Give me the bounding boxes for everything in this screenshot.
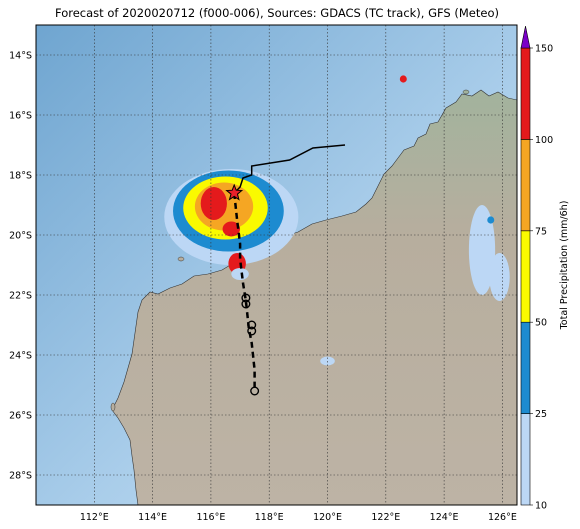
latitude-tick-label: 26°S bbox=[9, 411, 32, 422]
colorbar-tick-label: 75 bbox=[535, 226, 547, 237]
current-position-star-icon bbox=[225, 183, 244, 201]
latitude-tick-label: 16°S bbox=[9, 111, 32, 122]
longitude-tick-label: 120°E bbox=[313, 512, 342, 523]
latitude-tick-label: 22°S bbox=[9, 291, 32, 302]
latitude-tick-labels: 14°S 16°S 18°S 20°S 22°S 24°S 26°S 28°S bbox=[9, 51, 32, 482]
forecast-track-line bbox=[232, 192, 256, 391]
graticule bbox=[36, 25, 517, 505]
longitude-tick-label: 112°E bbox=[80, 512, 109, 523]
longitude-tick-label: 124°E bbox=[430, 512, 459, 523]
longitude-tick-label: 118°E bbox=[255, 512, 284, 523]
colorbar-segment bbox=[520, 321, 531, 414]
observed-track-line bbox=[233, 144, 346, 194]
latitude-tick-label: 28°S bbox=[9, 471, 32, 482]
precipitation-cell bbox=[222, 221, 241, 237]
longitude-tick-label: 122°E bbox=[371, 512, 400, 523]
colorbar-extend-triangle bbox=[520, 25, 531, 49]
precipitation-cell bbox=[231, 268, 249, 280]
forecast-point bbox=[241, 299, 251, 309]
longitude-tick-label: 114°E bbox=[138, 512, 167, 523]
forecast-track-points bbox=[241, 293, 260, 396]
colorbar-tick-label: 150 bbox=[535, 44, 553, 55]
colorbar-segment bbox=[520, 230, 531, 323]
colorbar-tick-labels: 10 25 50 75 100 150 bbox=[530, 44, 553, 512]
forecast-point bbox=[241, 293, 251, 303]
island bbox=[177, 256, 185, 262]
colorbar-segment bbox=[520, 413, 531, 506]
latitude-tick-label: 18°S bbox=[9, 171, 32, 182]
colorbar-tick-label: 10 bbox=[535, 501, 547, 512]
latitude-tick-label: 14°S bbox=[9, 51, 32, 62]
precipitation-cell bbox=[399, 75, 407, 83]
colorbar-segments bbox=[520, 47, 531, 506]
colorbar-tick-label: 100 bbox=[535, 135, 553, 146]
precipitation-cell bbox=[487, 216, 495, 224]
map-frame bbox=[35, 24, 518, 506]
longitude-tick-label: 116°E bbox=[196, 512, 225, 523]
precipitation-cell bbox=[489, 253, 510, 301]
colorbar-tick-label: 50 bbox=[535, 318, 547, 329]
colorbar: 10 25 50 75 100 150 Total Precipitation (mm/6… bbox=[520, 25, 570, 512]
island bbox=[110, 402, 116, 412]
colorbar-tick-label: 25 bbox=[535, 409, 547, 420]
forecast-point bbox=[250, 386, 260, 396]
colorbar-segment bbox=[520, 47, 531, 140]
longitude-tick-labels: 112°E 114°E 116°E 118°E 120°E 122°E 124°E 126°E bbox=[80, 512, 517, 523]
latitude-tick-label: 24°S bbox=[9, 351, 32, 362]
island bbox=[462, 89, 470, 95]
latitude-tick-label: 20°S bbox=[9, 231, 32, 242]
colorbar-label: Total Precipitation (mm/6h) bbox=[559, 201, 570, 331]
map-panel bbox=[36, 25, 517, 505]
precipitation-layer bbox=[164, 75, 510, 366]
map-title: Forecast of 2020020712 (f000-006), Sourc… bbox=[55, 6, 499, 20]
forecast-point bbox=[247, 326, 257, 336]
precipitation-cell bbox=[200, 187, 227, 220]
precipitation-cell bbox=[468, 205, 496, 295]
longitude-tick-label: 126°E bbox=[488, 512, 517, 523]
colorbar-segment bbox=[520, 139, 531, 232]
forecast-point bbox=[247, 320, 257, 330]
